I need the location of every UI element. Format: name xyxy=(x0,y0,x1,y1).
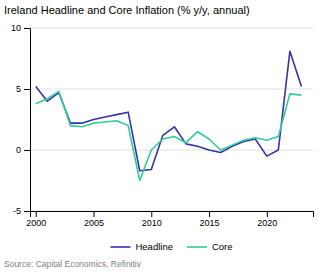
x-tick: 2010 xyxy=(142,211,162,228)
x-tick: 2005 xyxy=(84,211,104,228)
y-tick: 5 xyxy=(16,84,30,94)
legend-swatch xyxy=(187,246,207,248)
y-tick-label: 5 xyxy=(16,84,21,94)
x-tick-mark xyxy=(94,211,95,217)
y-tick: -5 xyxy=(13,206,30,216)
x-tick-mark xyxy=(267,211,268,217)
y-tick: 0 xyxy=(16,145,30,155)
legend-item: Headline xyxy=(110,241,173,252)
line xyxy=(36,51,302,171)
lines xyxy=(36,51,302,180)
x-tick-mark xyxy=(209,211,210,217)
y-tick-mark xyxy=(24,28,30,29)
x-tick-label: 2010 xyxy=(142,218,162,228)
x-tick: 2020 xyxy=(257,211,277,228)
grid-line xyxy=(30,28,313,29)
grid xyxy=(30,28,313,211)
annotation: Source: Capital Economics, Refinitiv xyxy=(4,259,142,269)
x-tick-label: 2005 xyxy=(84,218,104,228)
y-tick-mark xyxy=(24,89,30,90)
grid-line xyxy=(30,150,313,151)
legend-item: Core xyxy=(187,241,233,252)
x-axis-line xyxy=(31,212,314,218)
y-tick: 10 xyxy=(11,23,30,33)
title: Ireland Headline and Core Inflation (% y… xyxy=(4,4,250,16)
x-tick-label: 2015 xyxy=(200,218,220,228)
grid-line xyxy=(30,89,313,90)
legend-label: Headline xyxy=(135,241,173,252)
y-tick-mark xyxy=(24,211,30,212)
y-tick-label: 10 xyxy=(11,23,21,33)
y-tick-label: -5 xyxy=(13,206,21,216)
x-tick-label: 2020 xyxy=(257,218,277,228)
legend: Headline Core xyxy=(110,241,232,252)
x-tick-label: 2000 xyxy=(26,218,46,228)
x-tick-mark xyxy=(151,211,152,217)
x-tick: 2015 xyxy=(200,211,220,228)
line xyxy=(36,91,302,180)
plot: 2000 2005 2010 2015 2020 -5 0 5 10 xyxy=(11,23,314,228)
legend-swatch xyxy=(110,246,130,248)
legend-label: Core xyxy=(212,241,233,252)
x-tick-mark xyxy=(36,211,37,217)
y-axis: -5 0 5 10 xyxy=(11,23,31,216)
chart: Ireland Headline and Core Inflation (% y… xyxy=(0,0,325,273)
x-axis: 2000 2005 2010 2015 2020 xyxy=(26,211,313,228)
y-tick-mark xyxy=(24,150,30,151)
x-tick: 2000 xyxy=(26,211,46,228)
y-axis-line xyxy=(24,29,31,212)
y-tick-label: 0 xyxy=(16,145,21,155)
